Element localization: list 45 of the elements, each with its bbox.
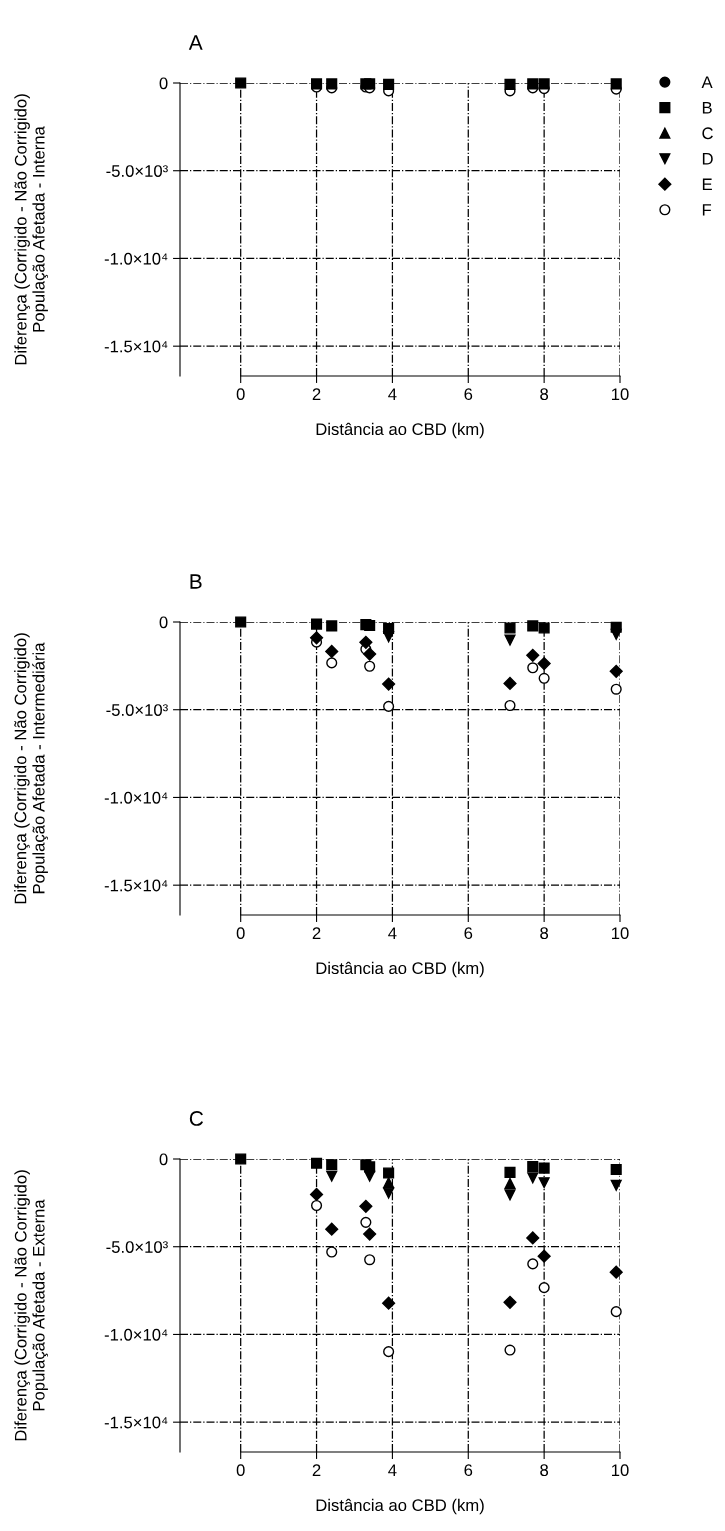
- x-tick-label: 6: [464, 927, 473, 940]
- y-tick-label: -1.0×10⁴: [104, 252, 168, 265]
- x-tick-label: 2: [312, 388, 321, 400]
- y-axis-title: Diferença (Corrigido - Não Corrigido) População Afetada - Interna: [14, 94, 48, 365]
- x-axis-title: Distância ao CBD (km): [316, 1498, 484, 1515]
- x-tick-label: 0: [236, 927, 245, 940]
- x-tick-label: 0: [236, 388, 245, 401]
- y-axis-title: Diferença (Corrigido - Não Corrigido) População Afetada - Externa: [14, 1170, 48, 1441]
- x-tick-label: 6: [464, 388, 473, 401]
- x-tick-label: 8: [540, 1464, 549, 1477]
- legend-label: D: [702, 153, 713, 165]
- x-tick-label: 4: [388, 388, 397, 400]
- x-axis-title: Distância ao CBD (km): [316, 961, 484, 978]
- y-tick-label: -5.0×10³: [106, 704, 168, 716]
- y-tick-label: -1.5×10⁴: [104, 1416, 168, 1429]
- x-tick-label: 2: [312, 1464, 321, 1476]
- legend-label: A: [701, 76, 713, 88]
- y-tick-label: 0: [159, 77, 168, 90]
- y-tick-label: -1.0×10⁴: [104, 1328, 168, 1341]
- legend-label: E: [702, 178, 712, 191]
- y-tick-label: 0: [159, 616, 168, 629]
- legend-label: B: [702, 102, 712, 114]
- x-tick-label: 10: [612, 388, 629, 401]
- y-axis-title: Diferença (Corrigido - Não Corrigido) População Afetada - Intermediária: [14, 633, 48, 904]
- x-tick-label: 8: [540, 388, 549, 401]
- y-tick-label: -1.5×10⁴: [104, 340, 168, 353]
- y-tick-label: -1.5×10⁴: [104, 879, 168, 892]
- x-tick-label: 2: [312, 927, 321, 939]
- x-tick-label: 6: [464, 1464, 473, 1477]
- y-tick-label: -1.0×10⁴: [104, 791, 168, 804]
- x-tick-label: 4: [388, 1464, 397, 1476]
- x-tick-label: 10: [612, 1464, 629, 1477]
- y-tick-label: -5.0×10³: [106, 1241, 168, 1253]
- x-tick-label: 0: [236, 1464, 245, 1477]
- y-tick-label: 0: [159, 1153, 168, 1166]
- x-tick-label: 8: [540, 927, 549, 940]
- legend-label: C: [702, 127, 713, 140]
- chart-title: A: [188, 35, 203, 50]
- x-tick-label: 4: [388, 927, 397, 939]
- legend-label: F: [702, 204, 712, 216]
- x-axis-title: Distância ao CBD (km): [316, 422, 484, 439]
- y-tick-label: -5.0×10³: [106, 165, 168, 177]
- chart-title: B: [190, 574, 202, 589]
- x-tick-label: 10: [612, 927, 629, 940]
- chart-title: C: [189, 1111, 204, 1126]
